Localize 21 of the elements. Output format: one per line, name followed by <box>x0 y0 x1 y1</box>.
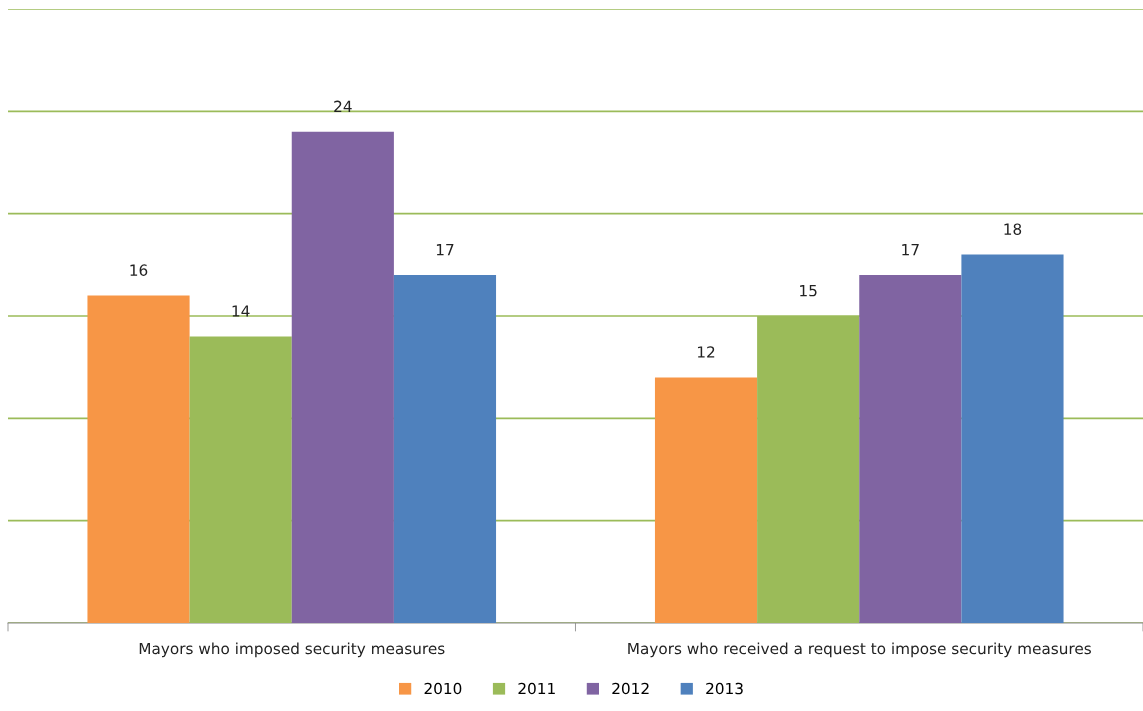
bar <box>859 275 962 623</box>
legend-label: 2012 <box>612 682 649 695</box>
bar <box>189 336 292 623</box>
x-tick-label: Mayors who imposed security measures <box>139 642 445 658</box>
bar <box>654 377 758 623</box>
data-label: 17 <box>902 244 919 256</box>
data-label: 17 <box>436 244 454 256</box>
legend-label: 2013 <box>706 682 743 695</box>
bar <box>291 131 394 623</box>
bar <box>393 275 497 623</box>
data-label: 14 <box>232 305 250 317</box>
data-label: 18 <box>1004 223 1022 235</box>
data-label: 16 <box>130 264 148 276</box>
legend-label: 2010 <box>424 682 462 695</box>
data-label: 12 <box>697 346 715 358</box>
data-label: 24 <box>334 100 352 112</box>
bar <box>87 295 190 623</box>
data-label: 15 <box>800 285 817 297</box>
legend-label: 2011 <box>518 682 555 695</box>
bar <box>961 254 1064 623</box>
x-tick-label: Mayors who received a request to impose security measures <box>628 642 1091 658</box>
